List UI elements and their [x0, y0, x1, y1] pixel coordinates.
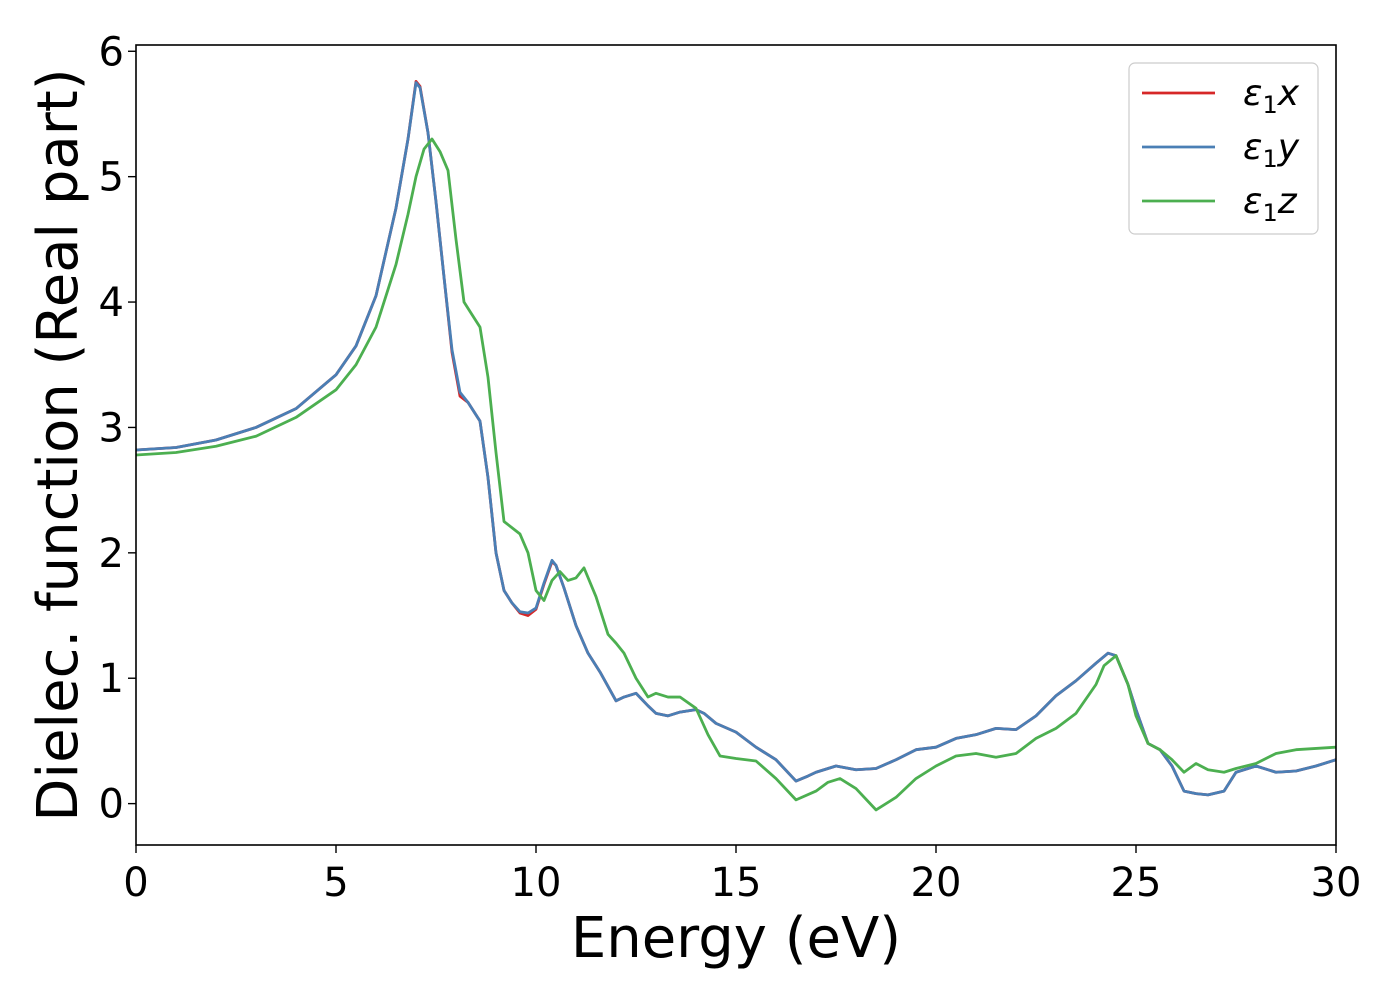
legend-frame — [1128, 62, 1319, 235]
y-tick-label: 0 — [99, 782, 124, 828]
y-axis-label: Dielec. function (Real part) — [26, 68, 91, 821]
legend-label-x: ε1x — [1243, 73, 1300, 119]
x-tick-label: 25 — [1111, 860, 1162, 906]
y-tick-label: 3 — [99, 405, 124, 451]
x-tick-label: 0 — [123, 860, 148, 906]
y-tick-label: 4 — [99, 280, 124, 326]
x-tick-label: 20 — [911, 860, 962, 906]
series-layer — [136, 79, 1336, 812]
legend: ε1x ε1y ε1z — [1128, 62, 1319, 235]
y-tick-label: 5 — [99, 155, 124, 201]
y-tick-label: 6 — [99, 29, 124, 75]
series-line-z — [136, 137, 1336, 812]
x-tick-label: 10 — [511, 860, 562, 906]
y-tick-label: 1 — [99, 656, 124, 702]
x-tick-label: 5 — [323, 860, 348, 906]
x-tick-label: 30 — [1311, 860, 1362, 906]
x-axis-label: Energy (eV) — [571, 906, 901, 971]
x-axis: 0 5 10 15 20 25 30 — [123, 845, 1361, 906]
legend-label-y: ε1y — [1243, 127, 1300, 173]
x-tick-label: 15 — [711, 860, 762, 906]
legend-entries: ε1x ε1y ε1z — [1142, 73, 1300, 227]
y-axis: 0 1 2 3 4 5 6 — [99, 29, 136, 828]
legend-label-z: ε1z — [1243, 181, 1298, 227]
y-tick-label: 2 — [99, 531, 124, 577]
